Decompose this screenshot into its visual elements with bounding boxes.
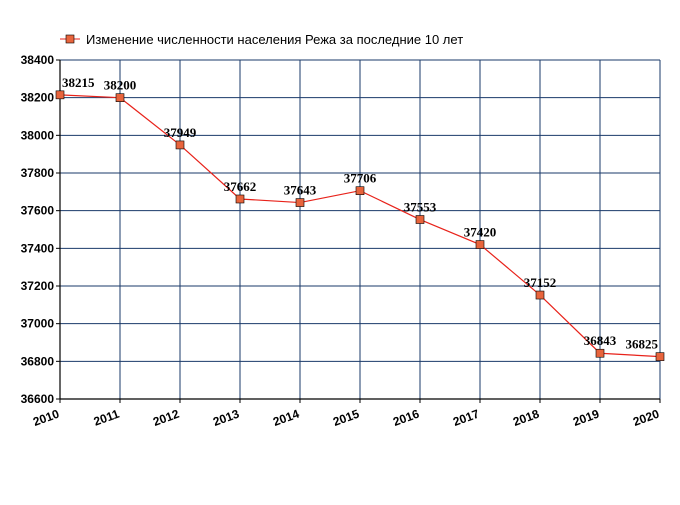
data-point-marker (415, 215, 425, 224)
x-tick-label: 2014 (271, 407, 301, 429)
data-point-marker (655, 352, 665, 361)
y-tick-label: 38200 (21, 91, 55, 105)
data-label: 38215 (62, 75, 95, 90)
data-label: 38200 (104, 78, 137, 93)
data-label: 37553 (404, 200, 437, 215)
data-label: 36825 (626, 337, 659, 352)
data-label: 37949 (164, 125, 197, 140)
x-axis-tick-labels: 2010 2011 2012 2013 2014 2015 2016 2017 2018 2019… (31, 407, 661, 429)
y-tick-label: 36800 (21, 354, 55, 368)
data-label: 37706 (344, 171, 377, 186)
x-tick-label: 2011 (92, 407, 122, 429)
legend: Изменение численности населения Режа за … (60, 32, 463, 47)
x-tick-label: 2012 (151, 407, 181, 429)
y-tick-label: 37400 (21, 241, 55, 255)
y-tick-label: 36600 (21, 392, 55, 406)
x-tick-label: 2019 (571, 407, 601, 429)
x-tick-label: 2015 (331, 407, 361, 429)
y-tick-label: 38400 (21, 53, 55, 67)
y-axis-tick-labels: 36600 36800 37000 37200 37400 37600 37800 38000… (21, 53, 55, 406)
data-point-marker (475, 240, 485, 249)
data-label: 36843 (584, 333, 617, 348)
axes (56, 59, 661, 403)
series-markers (55, 90, 665, 361)
y-tick-label: 37000 (21, 317, 55, 331)
data-labels: 38215 38200 37949 37662 37643 37706 37553 37420… (62, 75, 659, 352)
data-point-marker (175, 140, 185, 150)
legend-marker-swatch (65, 34, 75, 44)
y-tick-label: 37800 (21, 166, 55, 180)
data-point-marker (535, 290, 545, 300)
grid (59, 59, 661, 400)
data-label: 37420 (464, 225, 497, 240)
x-tick-label: 2018 (511, 407, 541, 429)
data-label: 37643 (284, 183, 317, 198)
data-point-marker (115, 93, 125, 102)
y-tick-label: 37600 (21, 204, 55, 218)
data-label: 37152 (524, 275, 557, 290)
data-point-marker (235, 194, 245, 204)
data-point-marker (355, 186, 365, 196)
data-point-marker (595, 348, 605, 358)
y-tick-label: 37200 (21, 279, 55, 293)
x-tick-label: 2010 (31, 407, 61, 429)
data-point-marker (295, 198, 305, 207)
x-tick-label: 2013 (211, 407, 241, 429)
y-tick-label: 38000 (21, 128, 55, 142)
data-point-marker (55, 90, 65, 100)
legend-label: Изменение численности населения Режа за … (86, 32, 463, 47)
x-tick-label: 2020 (631, 407, 661, 429)
x-tick-label: 2017 (451, 407, 481, 429)
x-tick-label: 2016 (391, 407, 421, 429)
data-label: 37662 (224, 179, 257, 194)
